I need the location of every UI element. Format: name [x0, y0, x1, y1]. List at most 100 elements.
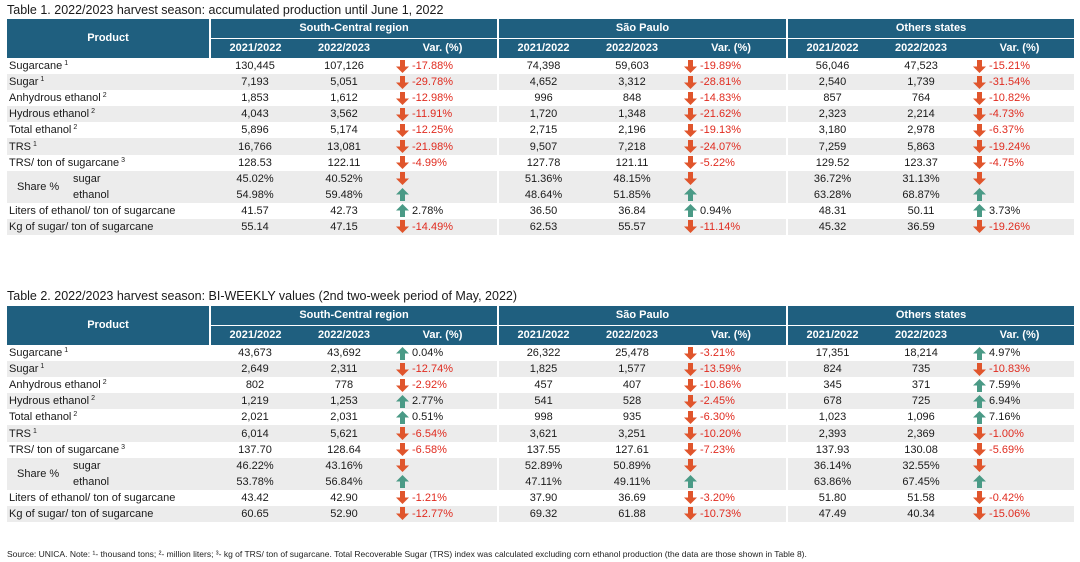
- variation-text: -19.26%: [989, 220, 1031, 233]
- footnote-marker: 2: [91, 395, 96, 403]
- cell-value: 45.02%: [210, 170, 300, 187]
- cell-value: 43,673: [238, 347, 272, 360]
- cell-value: 129.52: [815, 156, 850, 169]
- cell-value: 107,126: [324, 60, 364, 73]
- row-label-text: Anhydrous ethanol: [9, 379, 101, 392]
- cell-value: 55.57: [588, 218, 677, 235]
- cell-value: 36.50: [529, 204, 558, 217]
- row-label: Sugarcane 1: [7, 345, 210, 361]
- variation-text: 0.51%: [412, 411, 444, 424]
- cell-variation: -12.74%: [388, 361, 500, 378]
- variation-text: -12.98%: [412, 92, 453, 105]
- cell-value: 16,766: [210, 138, 300, 155]
- variation-text: -6.58%: [412, 443, 447, 456]
- column-header: 2021/2022: [787, 325, 878, 345]
- up-arrow-icon: [973, 204, 987, 218]
- cell-value: 74,398: [526, 60, 561, 73]
- footnote-marker: 2: [102, 379, 107, 387]
- row-label: Sugar 1: [7, 74, 210, 91]
- cell-value: 4,043: [210, 106, 300, 123]
- cell-value: 2,715: [529, 124, 558, 137]
- row-label-text: TRS: [9, 140, 31, 153]
- up-arrow-icon: [396, 475, 409, 489]
- footnote-marker: 1: [40, 363, 45, 371]
- cell-value: 40.52%: [300, 170, 388, 187]
- cell-variation: -19.24%: [965, 138, 1075, 155]
- cell-value: 53.78%: [210, 473, 300, 490]
- cell-value: 1,720: [498, 106, 589, 123]
- variation-text: -10.82%: [989, 92, 1031, 105]
- table2-caption: Table 2. 2022/2023 harvest season: BI-WE…: [7, 289, 518, 303]
- table-row: TRS 1 16,766 13,081 -21.98% 9,507 7,218 -24.07%…: [7, 138, 1075, 155]
- cell-value: 50.11: [907, 204, 935, 217]
- cell-value: 7,259: [787, 138, 878, 155]
- row-label: TRS 1: [7, 138, 210, 155]
- variation-text: -17.88%: [412, 60, 453, 73]
- column-header: Var. (%): [388, 38, 500, 58]
- row-label-text: Liters of ethanol/ ton of sugarcane: [9, 204, 176, 217]
- down-arrow-icon: [684, 59, 698, 73]
- down-arrow-icon: [973, 91, 987, 105]
- cell-value: 128.64: [327, 443, 361, 456]
- cell-value: 7,218: [588, 138, 677, 155]
- variation-text: -0.42%: [989, 491, 1024, 504]
- table-row: TRS 1 6,014 5,621 -6.54% 3,621 3,251 -10.20% 2,3…: [7, 425, 1075, 442]
- variation-text: -11.14%: [700, 220, 741, 233]
- variation-text: -10.86%: [700, 379, 741, 392]
- variation-text: -28.81%: [700, 76, 741, 89]
- cell-value: 5,174: [330, 124, 358, 137]
- cell-variation: -21.98%: [388, 138, 500, 155]
- cell-value: 2,393: [787, 425, 878, 442]
- cell-variation: -19.13%: [676, 122, 789, 139]
- cell-value: 128.53: [238, 156, 272, 169]
- cell-variation: -15.06%: [965, 505, 1075, 522]
- cell-variation: [965, 473, 1075, 490]
- cell-value: 17,351: [815, 347, 850, 360]
- row-label-text: TRS/ ton of sugarcane: [9, 156, 120, 169]
- cell-value: 1,253: [300, 393, 388, 410]
- table-row: 53.78% 56.84% 47.11% 49.11% 63.86% 67.45%: [7, 473, 1075, 490]
- cell-value: 2,311: [300, 361, 388, 378]
- down-arrow-icon: [396, 140, 409, 154]
- cell-variation: -21.62%: [676, 106, 789, 123]
- footnote-marker: 3: [121, 443, 125, 451]
- row-label: Share % sugar ethanol: [7, 170, 210, 203]
- down-arrow-icon: [684, 427, 698, 441]
- cell-variation: -11.14%: [676, 218, 789, 235]
- cell-value: 51.36%: [498, 170, 589, 187]
- up-arrow-icon: [973, 346, 987, 360]
- row-label: Share % sugar ethanol: [7, 457, 210, 490]
- cell-variation: -3.20%: [676, 489, 789, 506]
- group-header: South-Central region: [210, 19, 500, 39]
- row-label-text: Hydrous ethanol: [9, 108, 90, 121]
- table-row: Anhydrous ethanol 2 1,853 1,612 -12.98% 996 84…: [7, 90, 1074, 107]
- down-arrow-icon: [684, 378, 698, 392]
- variation-text: -5.69%: [989, 443, 1024, 456]
- variation-text: 7.16%: [989, 411, 1021, 424]
- cell-value: 2,214: [877, 106, 966, 123]
- cell-value: 541: [498, 393, 589, 410]
- variation-text: -1.00%: [989, 427, 1024, 440]
- product-header: Product: [7, 19, 211, 58]
- cell-value: 2,031: [330, 411, 358, 424]
- down-arrow-icon: [684, 123, 698, 137]
- cell-variation: -6.58%: [388, 441, 500, 458]
- down-arrow-icon: [684, 140, 698, 154]
- up-arrow-icon: [973, 188, 987, 202]
- cell-value: 45.32: [787, 218, 878, 235]
- cell-value: 62.53: [498, 218, 589, 235]
- cell-value: 31.13%: [877, 170, 966, 187]
- down-arrow-icon: [396, 459, 409, 473]
- cell-variation: -10.20%: [676, 425, 789, 442]
- table-row: Kg of sugar/ ton of sugarcane 55.14 47.15 -…: [7, 218, 1075, 235]
- row-label-text: Kg of sugar/ ton of sugarcane: [9, 220, 154, 233]
- table-row: 54.98% 59.48% 48.64% 51.85% 63.28% 68.87%: [7, 186, 1075, 203]
- cell-variation: -2.45%: [676, 393, 789, 410]
- cell-variation: [676, 473, 789, 490]
- cell-value: 2,021: [241, 411, 269, 424]
- cell-variation: [676, 186, 789, 203]
- cell-variation: -6.54%: [388, 425, 500, 442]
- cell-value: 42.73: [330, 204, 358, 217]
- column-header: 2021/2022: [210, 38, 300, 58]
